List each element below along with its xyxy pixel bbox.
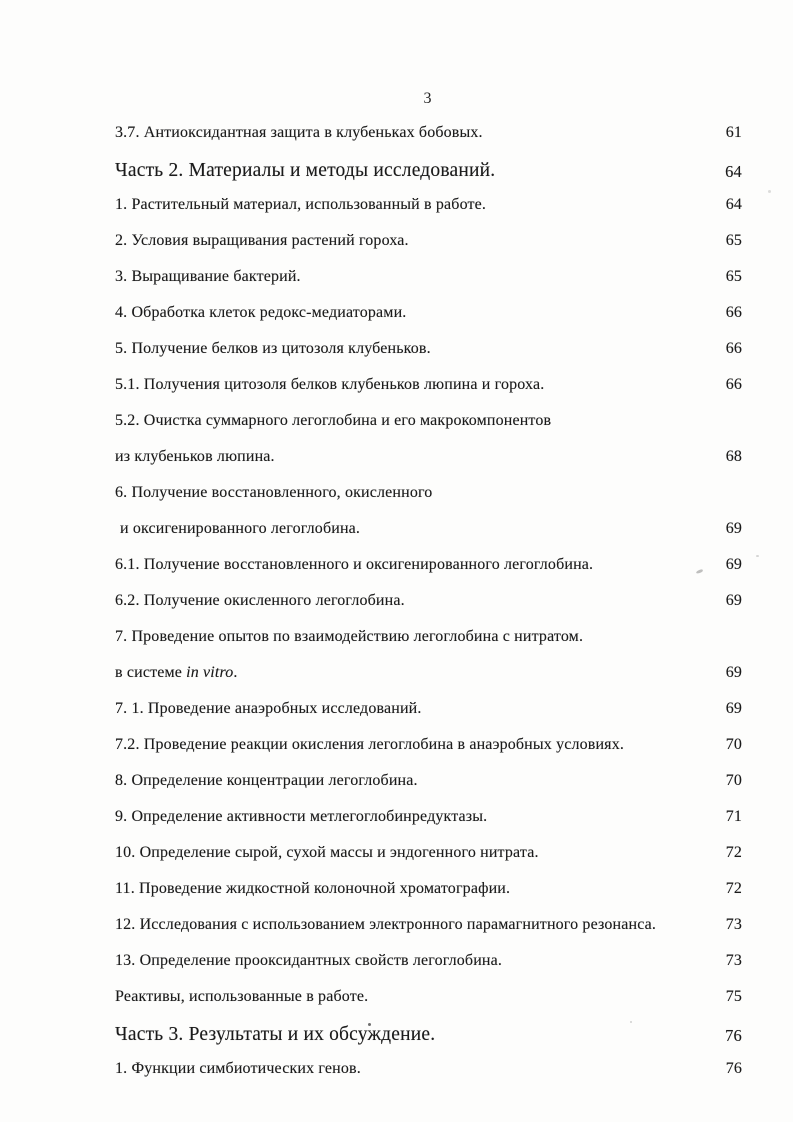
toc-entry: 9. Определение активности метлегоглобинр… xyxy=(115,808,742,844)
toc-entry: из клубеньков люпина. 68 xyxy=(115,448,742,484)
page-number-header: 3 xyxy=(423,90,432,107)
toc-entry-page: 69 xyxy=(725,664,742,681)
toc-entry-page: 70 xyxy=(725,736,742,753)
toc-entry-page: 66 xyxy=(725,304,742,321)
toc-entry-page: 72 xyxy=(725,880,742,897)
toc-entry-text: 6.2. Получение окисленного легоглобина. xyxy=(115,592,405,609)
toc-entry-text: из клубеньков люпина. xyxy=(115,448,275,465)
toc-entry-text: в системе in vitro. xyxy=(115,664,238,681)
toc-entry: 12. Исследования с использованием электр… xyxy=(115,916,742,952)
toc-entry-text: 4. Обработка клеток редокс-медиаторами. xyxy=(115,304,407,321)
toc-entry-page: 69 xyxy=(725,700,742,717)
toc-entry-page: 70 xyxy=(725,772,742,789)
toc-entry: 7.2. Проведение реакции окисления легогл… xyxy=(115,736,742,772)
toc-entry: 6. Получение восстановленного, окисленно… xyxy=(115,484,742,520)
toc-entry-text: 6.1. Получение восстановленного и оксиге… xyxy=(115,556,594,573)
toc-entry: 7. Проведение опытов по взаимодействию л… xyxy=(115,628,742,664)
toc-entry: 1. Растительный материал, использованный… xyxy=(115,196,742,232)
toc-entry-page: 65 xyxy=(725,232,742,249)
toc-entry-text: 9. Определение активности метлегоглобинр… xyxy=(115,808,488,825)
toc-entry-text: 8. Определение концентрации легоглобина. xyxy=(115,772,418,789)
toc-entry-text: и оксигенированного легоглобина. xyxy=(120,520,361,537)
toc-entry-text: 3. Выращивание бактерий. xyxy=(115,268,301,285)
toc-entry-page: 69 xyxy=(725,556,742,573)
toc-entry-page: 66 xyxy=(725,340,742,357)
toc-entry-page: 75 xyxy=(725,988,742,1005)
toc-entry: 3.7. Антиоксидантная защита в клубеньках… xyxy=(115,124,742,160)
toc-entry: 5.2. Очистка суммарного легоглобина и ег… xyxy=(115,412,742,448)
toc-entry-page: 73 xyxy=(725,916,742,933)
toc-entry-page: 76 xyxy=(725,1060,742,1077)
toc-entry-text: 10. Определение сырой, сухой массы и энд… xyxy=(115,844,539,861)
toc-entry: 1. Функции симбиотических генов. 76 xyxy=(115,1060,742,1096)
toc-entry-text: 1. Растительный материал, использованный… xyxy=(115,196,487,213)
toc-entry-page: 72 xyxy=(725,844,742,861)
toc-entry-text: 7. Проведение опытов по взаимодействию л… xyxy=(115,628,584,645)
toc-entry-page: 61 xyxy=(725,124,742,141)
toc-list: 3.7. Антиоксидантная защита в клубеньках… xyxy=(115,124,742,1096)
toc-entry-page: 76 xyxy=(725,1026,742,1045)
toc-entry-text: 1. Функции симбиотических генов. xyxy=(115,1060,361,1077)
toc-entry-text: Реактивы, использованные в работе. xyxy=(115,988,369,1005)
toc-entry-page: 71 xyxy=(725,808,742,825)
toc-entry: 10. Определение сырой, сухой массы и энд… xyxy=(115,844,742,880)
toc-entry-text: 12. Исследования с использованием электр… xyxy=(115,916,657,933)
toc-entry: в системе in vitro. 69 xyxy=(115,664,742,700)
toc-entry-page: 69 xyxy=(725,520,742,537)
toc-entry-text: 11. Проведение жидкостной колоночной хро… xyxy=(115,880,511,897)
toc-entry-text: 5.1. Получения цитозоля белков клубенько… xyxy=(115,376,545,393)
toc-entry-text: 6. Получение восстановленного, окисленно… xyxy=(115,484,433,501)
toc-entry: 7. 1. Проведение анаэробных исследований… xyxy=(115,700,742,736)
toc-entry-page: 64 xyxy=(725,162,742,181)
toc-entry-page: 64 xyxy=(725,196,742,213)
toc-entry: 6.1. Получение восстановленного и оксиге… xyxy=(115,556,742,592)
toc-entry: 13. Определение прооксидантных свойств л… xyxy=(115,952,742,988)
toc-entry: 6.2. Получение окисленного легоглобина. … xyxy=(115,592,742,628)
toc-entry: 3. Выращивание бактерий. 65 xyxy=(115,268,742,304)
toc-entry: Часть 2. Материалы и методы исследований… xyxy=(115,160,742,196)
italic-term: in vitro xyxy=(186,664,234,681)
toc-entry: 11. Проведение жидкостной колоночной хро… xyxy=(115,880,742,916)
toc-entry-text: 5. Получение белков из цитозоля клубеньк… xyxy=(115,340,431,357)
toc-entry: 2. Условия выращивания растений гороха. … xyxy=(115,232,742,268)
toc-entry: 4. Обработка клеток редокс-медиаторами. … xyxy=(115,304,742,340)
toc-entry-page: 73 xyxy=(725,952,742,969)
toc-entry: Часть 3. Результаты и их обсуждение. 76 xyxy=(115,1024,742,1060)
toc-entry-text: 3.7. Антиоксидантная защита в клубеньках… xyxy=(115,124,483,141)
toc-entry-text: Часть 2. Материалы и методы исследований… xyxy=(115,160,496,181)
toc-entry-page: 68 xyxy=(725,448,742,465)
toc-entry: 5. Получение белков из цитозоля клубеньк… xyxy=(115,340,742,376)
toc-entry-text: Часть 3. Результаты и их обсуждение. xyxy=(115,1024,436,1045)
toc-entry: 8. Определение концентрации легоглобина.… xyxy=(115,772,742,808)
toc-entry-text: 7. 1. Проведение анаэробных исследований… xyxy=(115,700,422,717)
toc-entry-text: 2. Условия выращивания растений гороха. xyxy=(115,232,409,249)
scan-speck xyxy=(768,190,771,193)
toc-entry: и оксигенированного легоглобина. 69 xyxy=(115,520,742,556)
scan-speck xyxy=(368,1023,371,1026)
toc-entry-text: 13. Определение прооксидантных свойств л… xyxy=(115,952,503,969)
toc-entry-page: 69 xyxy=(725,592,742,609)
toc-entry-text: 5.2. Очистка суммарного легоглобина и ег… xyxy=(115,412,552,429)
toc-entry-text: 7.2. Проведение реакции окисления легогл… xyxy=(115,736,624,753)
toc-entry: Реактивы, использованные в работе. 75 xyxy=(115,988,742,1024)
scan-speck xyxy=(756,555,759,557)
toc-entry-page: 66 xyxy=(725,376,742,393)
toc-entry: 5.1. Получения цитозоля белков клубенько… xyxy=(115,376,742,412)
scan-speck xyxy=(630,1021,632,1023)
toc-entry-page: 65 xyxy=(725,268,742,285)
